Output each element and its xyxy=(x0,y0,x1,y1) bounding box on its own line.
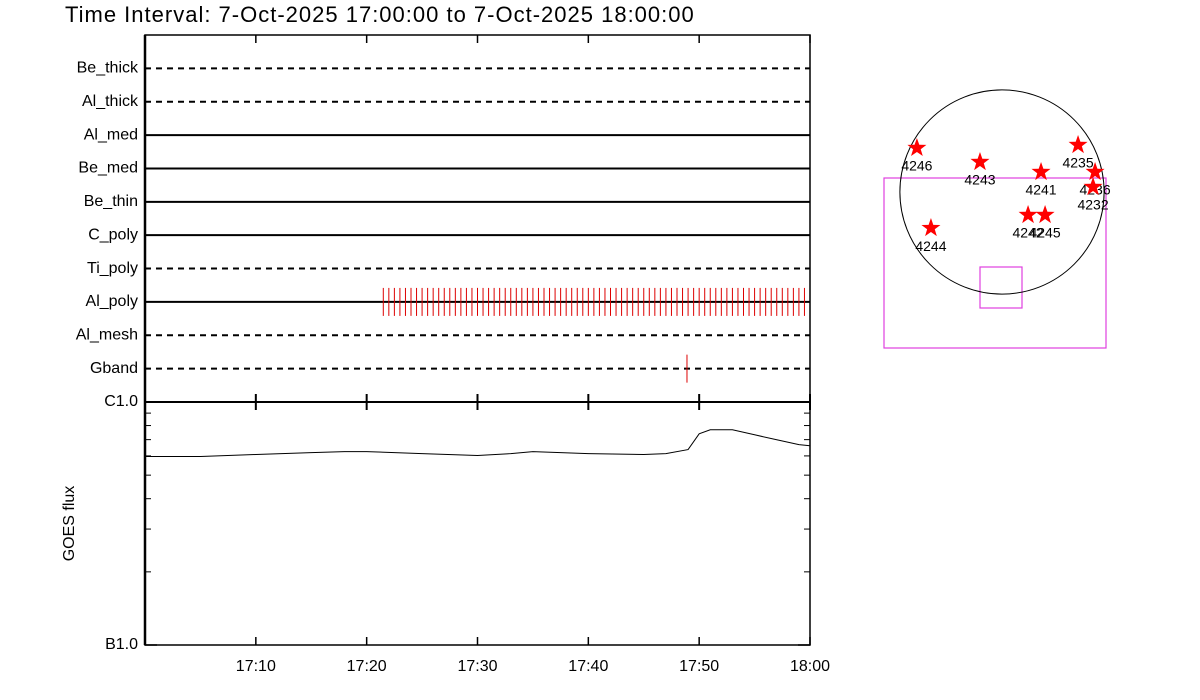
region-star xyxy=(1035,204,1055,224)
row-label: Al_med xyxy=(84,126,138,143)
region-label: 4232 xyxy=(1077,197,1108,213)
y-tick-label: B1.0 xyxy=(105,636,138,653)
region-star xyxy=(1031,162,1051,181)
y-axis-label: GOES flux xyxy=(61,486,78,562)
row-label: Al_thick xyxy=(82,93,139,110)
region-star xyxy=(921,218,941,237)
region-label: 4241 xyxy=(1025,182,1056,198)
solar-limb xyxy=(899,89,1105,295)
row-label: Ti_poly xyxy=(87,260,138,277)
region-label: 4245 xyxy=(1029,225,1060,241)
x-tick-label: 17:30 xyxy=(457,658,497,675)
row-label: Gband xyxy=(90,360,138,377)
x-tick-label: 17:40 xyxy=(568,658,608,675)
region-label: 4235 xyxy=(1062,155,1093,171)
row-label: Al_mesh xyxy=(76,326,138,343)
chart-title: Time Interval: 7-Oct-2025 17:00:00 to 7-… xyxy=(65,2,695,27)
region-label: 4246 xyxy=(901,158,932,174)
row-label: Al_poly xyxy=(86,293,138,310)
y-tick-label: C1.0 xyxy=(104,393,138,410)
row-label: C_poly xyxy=(88,226,138,243)
region-star xyxy=(1068,134,1088,154)
region-label: 4244 xyxy=(915,238,946,254)
region-star xyxy=(907,137,927,157)
row-label: Be_thin xyxy=(84,193,138,210)
row-label: Be_med xyxy=(78,160,138,177)
region-star xyxy=(1083,177,1103,196)
region-star xyxy=(1085,162,1105,181)
plot-frame xyxy=(144,34,811,646)
goes-line xyxy=(145,429,811,457)
region-label: 4242 xyxy=(1012,225,1043,241)
x-tick-label: 17:20 xyxy=(347,658,387,675)
fov-small-box xyxy=(979,266,1023,309)
x-tick-label: 17:10 xyxy=(236,658,276,675)
fov-box xyxy=(883,177,1107,349)
row-label: Be_thick xyxy=(77,60,139,77)
region-star xyxy=(970,152,990,171)
x-tick-label: 18:00 xyxy=(790,658,830,675)
region-star xyxy=(1018,204,1038,224)
region-label: 4243 xyxy=(964,172,995,188)
x-tick-label: 17:50 xyxy=(679,658,719,675)
